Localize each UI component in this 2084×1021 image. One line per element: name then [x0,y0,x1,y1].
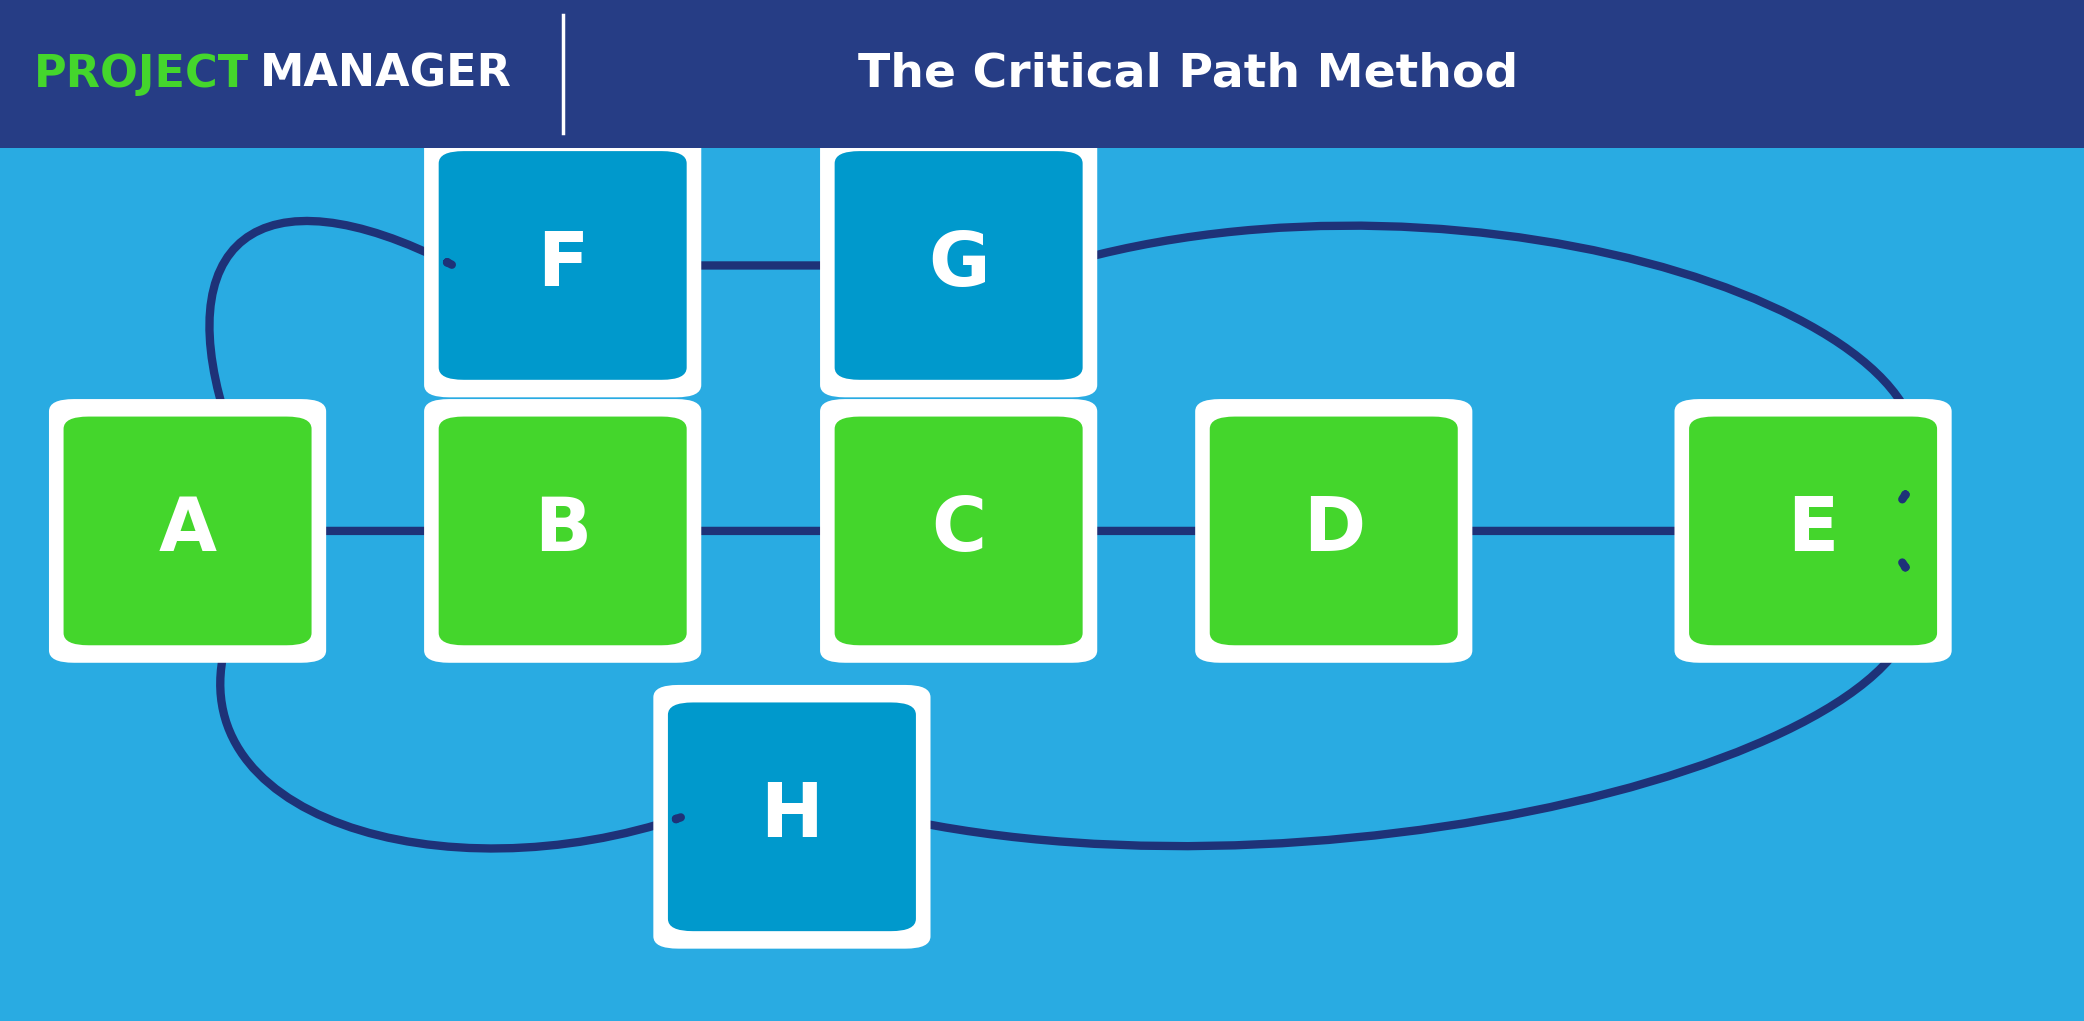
Text: C: C [932,494,986,568]
Text: A: A [158,494,217,568]
FancyBboxPatch shape [438,151,686,380]
FancyBboxPatch shape [425,134,700,397]
Text: E: E [1788,494,1838,568]
FancyBboxPatch shape [438,417,686,645]
FancyBboxPatch shape [667,702,917,931]
Text: The Critical Path Method: The Critical Path Method [859,51,1517,97]
FancyBboxPatch shape [1209,417,1459,645]
Text: G: G [927,229,990,302]
FancyBboxPatch shape [425,399,700,663]
FancyBboxPatch shape [652,685,929,949]
FancyBboxPatch shape [63,417,313,645]
FancyBboxPatch shape [821,399,1096,663]
FancyBboxPatch shape [834,417,1084,645]
FancyBboxPatch shape [1196,399,1471,663]
FancyBboxPatch shape [834,151,1084,380]
Text: F: F [538,229,588,302]
Text: MANAGER: MANAGER [260,52,511,96]
Text: B: B [534,494,592,568]
FancyBboxPatch shape [48,399,325,663]
Bar [0,0,2084,148]
Text: H: H [761,780,823,854]
FancyBboxPatch shape [1673,399,1951,663]
Text: D: D [1302,494,1365,568]
Text: PROJECT: PROJECT [33,52,250,96]
FancyBboxPatch shape [821,134,1096,397]
FancyBboxPatch shape [1688,417,1938,645]
